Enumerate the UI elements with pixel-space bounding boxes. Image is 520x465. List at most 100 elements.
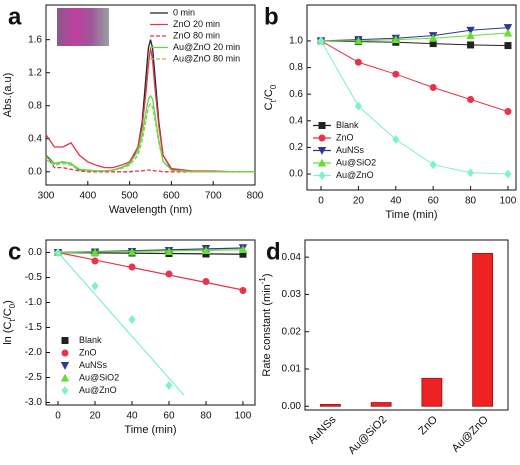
marker bbox=[128, 263, 136, 271]
marker bbox=[54, 248, 62, 257]
marker bbox=[317, 147, 327, 155]
marker bbox=[354, 101, 362, 111]
legend-label: ZnO 80 min bbox=[173, 30, 220, 40]
plot-frame bbox=[306, 4, 517, 191]
y-tick-label: 0.02 bbox=[282, 326, 302, 337]
panel-label: c bbox=[8, 238, 21, 265]
y-tick-label: 0.8 bbox=[28, 100, 42, 111]
series-line bbox=[45, 94, 255, 173]
marker bbox=[466, 26, 475, 35]
y-tick-label: 0.0 bbox=[289, 169, 303, 180]
marker bbox=[467, 41, 475, 49]
y-tick-label: 0.04 bbox=[282, 252, 302, 263]
x-tick-label: 500 bbox=[121, 191, 138, 202]
x-tick-label: 100 bbox=[500, 196, 517, 207]
x-tick-label: 20 bbox=[353, 196, 365, 207]
inset-photo bbox=[57, 8, 109, 46]
x-tick-label: 100 bbox=[235, 411, 252, 422]
marker bbox=[391, 35, 400, 44]
y-tick-label: 0.01 bbox=[282, 364, 302, 375]
marker bbox=[466, 31, 475, 40]
y-tick-label: 0.4 bbox=[28, 133, 42, 144]
marker bbox=[128, 315, 136, 324]
series-line bbox=[45, 154, 255, 173]
marker bbox=[90, 248, 100, 256]
legend-label: Au@ZnO 80 min bbox=[173, 53, 240, 63]
y-axis-label-part: /C bbox=[2, 308, 14, 319]
bar bbox=[370, 402, 392, 407]
bar bbox=[319, 404, 341, 407]
x-tick-label: ZnO bbox=[416, 413, 440, 437]
legend-label: ZnO bbox=[336, 132, 354, 142]
y-tick-label: 0.2 bbox=[289, 142, 303, 153]
marker bbox=[91, 281, 99, 291]
legend-label: ZnO 20 min bbox=[173, 19, 220, 29]
legend-label: Au@ZnO bbox=[79, 385, 117, 395]
x-tick-label: 800 bbox=[247, 191, 264, 202]
y-axis-label: Ct/C0 bbox=[263, 84, 278, 110]
y-tick-label: 0.03 bbox=[282, 289, 302, 300]
x-axis-label: Wavelength (nm) bbox=[109, 204, 192, 216]
y-tick-label: -0.5 bbox=[25, 272, 43, 283]
y-axis-label-part: 0 bbox=[269, 84, 278, 89]
y-tick-label: 0.00 bbox=[282, 401, 302, 412]
plot-frame bbox=[304, 239, 509, 411]
plot-frame bbox=[45, 4, 256, 186]
y-axis-label-part: t bbox=[8, 319, 17, 322]
marker bbox=[466, 168, 475, 178]
x-tick-label: 400 bbox=[79, 191, 96, 202]
x-tick-label: 0 bbox=[55, 411, 61, 422]
marker bbox=[504, 169, 512, 179]
marker bbox=[428, 33, 438, 42]
x-tick-label: 60 bbox=[428, 196, 440, 207]
legend-label: Au@ZnO bbox=[336, 170, 374, 180]
y-axis-label: Abs.(a.u) bbox=[2, 73, 14, 118]
y-axis-label-part: -1 bbox=[258, 277, 267, 285]
y-axis-label-part: /C bbox=[263, 89, 275, 100]
marker bbox=[165, 270, 173, 278]
y-tick-label: 0.0 bbox=[28, 166, 42, 177]
x-tick-label: 0 bbox=[318, 196, 324, 207]
series-line bbox=[320, 40, 508, 175]
marker bbox=[392, 134, 400, 144]
fit-line bbox=[57, 252, 185, 396]
bar bbox=[421, 377, 443, 407]
marker bbox=[429, 84, 437, 92]
marker bbox=[239, 286, 247, 294]
legend-label: Blank bbox=[336, 120, 359, 130]
bar bbox=[472, 253, 494, 407]
y-axis-label-part: ) bbox=[261, 273, 273, 277]
y-tick-label: 1.2 bbox=[28, 67, 42, 78]
fit-line bbox=[57, 251, 244, 291]
series-line bbox=[321, 32, 508, 42]
x-tick-label: Au@SiO2 bbox=[346, 414, 389, 457]
legend-label: Au@SiO2 bbox=[336, 157, 376, 167]
marker bbox=[354, 36, 363, 45]
marker bbox=[165, 381, 173, 390]
x-tick-label: 40 bbox=[390, 196, 402, 207]
panel-label: a bbox=[8, 3, 22, 30]
marker bbox=[318, 122, 326, 130]
legend-label: AuNSs bbox=[336, 145, 365, 155]
marker bbox=[392, 70, 400, 78]
y-tick-label: -1.5 bbox=[25, 322, 43, 333]
series-line bbox=[320, 40, 509, 112]
legend-label: AuNSs bbox=[79, 360, 108, 370]
marker bbox=[91, 257, 99, 265]
x-tick-label: AuNSs bbox=[306, 413, 339, 446]
series-line bbox=[45, 102, 255, 173]
x-tick-label: 700 bbox=[205, 191, 222, 202]
y-tick-label: 0.8 bbox=[289, 62, 303, 73]
marker bbox=[503, 28, 513, 37]
marker bbox=[60, 361, 70, 370]
y-axis-label-part: ln (C bbox=[2, 322, 14, 345]
x-tick-label: 300 bbox=[38, 191, 55, 202]
legend-label: Au@ZnO 20 min bbox=[173, 42, 240, 52]
y-axis-label-part: ) bbox=[2, 300, 14, 304]
legend-label: Au@SiO2 bbox=[79, 372, 119, 382]
x-tick-label: 60 bbox=[163, 411, 175, 422]
panel-label: d bbox=[266, 238, 281, 265]
marker bbox=[503, 24, 513, 32]
fit-line bbox=[58, 249, 243, 254]
